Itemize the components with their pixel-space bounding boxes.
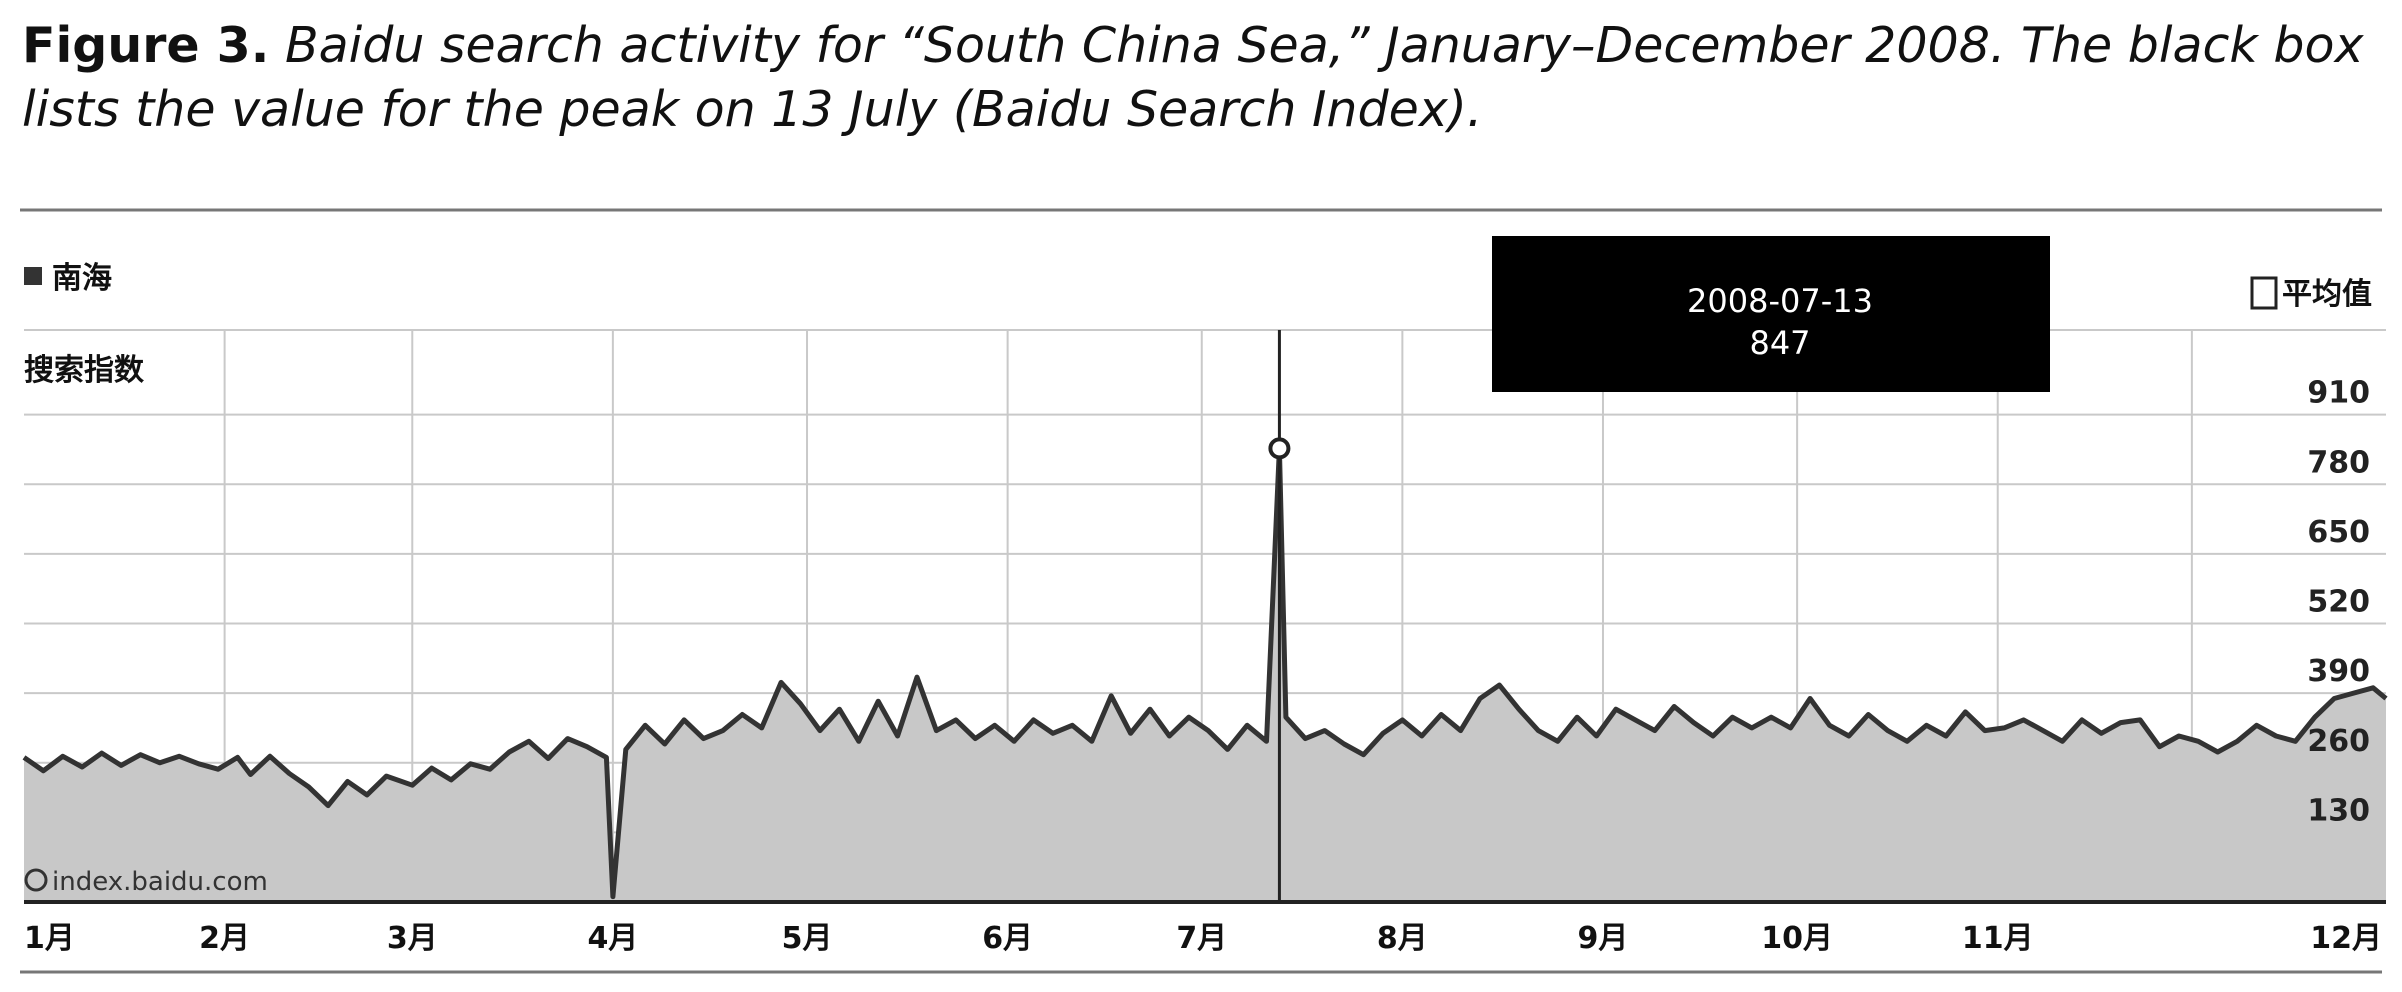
x-tick-label-9: 9月 <box>1578 921 1629 956</box>
y-tick-label-520: 520 <box>2307 585 2370 620</box>
y-tick-label-390: 390 <box>2307 654 2370 689</box>
peak-marker <box>1268 330 1291 902</box>
peak-tooltip: 2008-07-13 847 <box>1492 236 2050 392</box>
series-fill <box>24 448 2386 902</box>
y-axis-title: 搜索指数 <box>24 353 145 388</box>
y-tick-label-780: 780 <box>2307 445 2370 480</box>
figure-label: Figure 3. <box>22 17 270 74</box>
x-tick-label-10: 10月 <box>1761 921 1833 956</box>
legend-series-label: 南海 <box>52 261 112 296</box>
x-axis: 1月 2月 3月 4月 5月 6月 7月 8月 9月 10月 11月 12月 <box>24 921 2382 956</box>
tooltip-box <box>1492 236 2050 392</box>
x-tick-label-12: 12月 <box>2310 921 2382 956</box>
series-area <box>22 445 2388 904</box>
series-line <box>22 445 2388 900</box>
legend-swatch <box>24 267 42 285</box>
y-axis: 130 260 390 520 650 780 910 <box>2307 376 2370 829</box>
x-tick-label-4: 4月 <box>587 921 638 956</box>
tooltip-date: 2008-07-13 <box>1687 282 1873 320</box>
x-tick-label-1: 1月 <box>24 921 75 956</box>
x-tick-label-5: 5月 <box>782 921 833 956</box>
watermark-icon <box>24 868 48 892</box>
x-tick-label-8: 8月 <box>1377 921 1428 956</box>
x-tick-label-11: 11月 <box>1962 921 2034 956</box>
y-tick-label-910: 910 <box>2307 376 2370 411</box>
x-tick-label-3: 3月 <box>387 921 438 956</box>
x-tick-label-2: 2月 <box>199 921 250 956</box>
peak-point <box>1268 437 1291 460</box>
y-tick-label-260: 260 <box>2307 724 2370 759</box>
y-tick-label-650: 650 <box>2307 515 2370 550</box>
figure-caption: Figure 3. Baidu search activity for “Sou… <box>22 14 2382 142</box>
average-checkbox[interactable] <box>2250 276 2278 310</box>
x-tick-label-6: 6月 <box>982 921 1033 956</box>
figure-caption-text: Baidu search activity for “South China S… <box>22 17 2364 138</box>
average-toggle-label: 平均值 <box>2282 277 2372 312</box>
x-tick-label-7: 7月 <box>1176 921 1227 956</box>
tooltip-value: 847 <box>1749 324 1810 362</box>
watermark-text: index.baidu.com <box>52 867 268 897</box>
y-tick-label-130: 130 <box>2307 793 2370 828</box>
